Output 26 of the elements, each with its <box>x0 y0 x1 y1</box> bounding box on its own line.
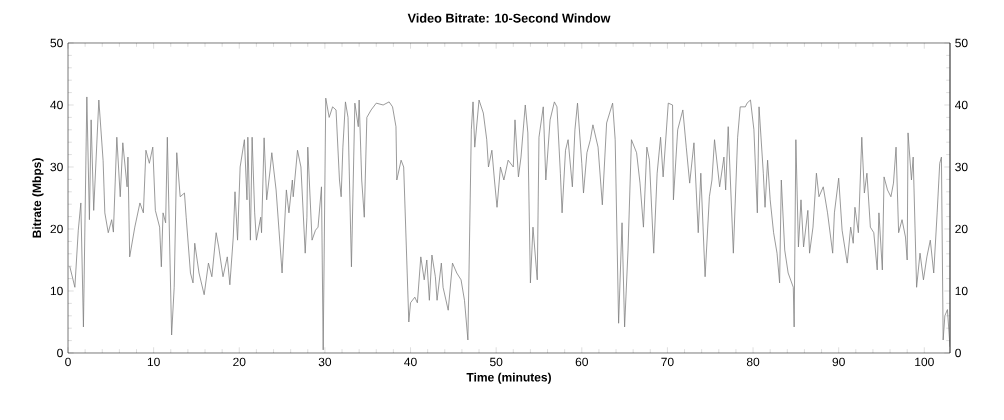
chart-title: Video Bitrate: 10-Second Window <box>407 13 611 23</box>
y2-tick-label: 10 <box>955 286 968 296</box>
x-tick-label: 0 <box>65 357 71 367</box>
x-tick-label: 80 <box>746 357 760 367</box>
x-tick-label: 50 <box>489 357 503 367</box>
y2-tick-label: 50 <box>955 38 968 48</box>
y-tick-label: 20 <box>50 224 63 234</box>
y-tick-label: 0 <box>57 348 63 358</box>
y-tick-label: 10 <box>50 286 63 296</box>
x-axis-title: Time (minutes) <box>466 372 551 384</box>
x-tick-label: 30 <box>318 357 332 367</box>
y2-tick-label: 20 <box>955 224 968 234</box>
y-tick-label: 50 <box>50 38 63 48</box>
x-tick-label: 60 <box>575 357 588 367</box>
x-tick-label: 20 <box>233 357 246 367</box>
y-tick-label: 30 <box>50 162 63 172</box>
y-tick-label: 40 <box>50 100 63 110</box>
y2-tick-label: 0 <box>955 348 961 358</box>
x-tick-label: 70 <box>661 357 674 367</box>
x-tick-label: 10 <box>147 357 160 367</box>
x-tick-label: 100 <box>915 357 934 367</box>
x-tick-label: 40 <box>404 357 417 367</box>
y-axis-title: Bitrate (Mbps) <box>32 158 44 238</box>
x-tick-label: 90 <box>832 357 845 367</box>
y2-tick-label: 40 <box>954 100 968 110</box>
y2-tick-label: 30 <box>955 162 968 172</box>
